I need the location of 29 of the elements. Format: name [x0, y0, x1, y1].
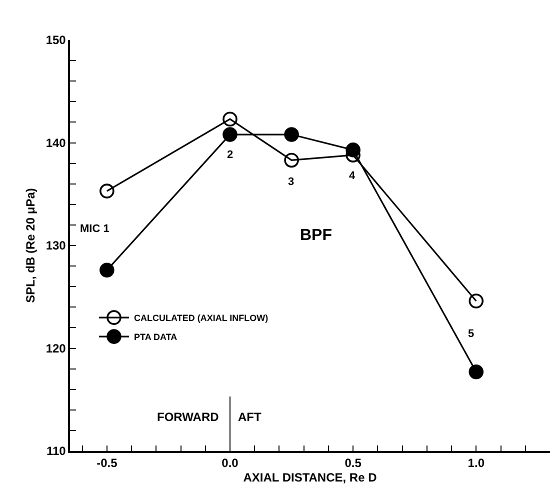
y-tick-label: 110: [46, 444, 66, 458]
legend-label: CALCULATED (AXIAL INFLOW): [134, 313, 268, 324]
point: [284, 152, 299, 168]
x-tick-label: 0.0: [222, 456, 239, 470]
annotation: FORWARD: [157, 410, 220, 424]
y-tick-label: 150: [46, 33, 66, 48]
annotation: MIC 1: [80, 223, 110, 235]
y-tick-label: 130: [46, 238, 66, 253]
y-tick-label: 140: [46, 136, 66, 150]
point: [100, 184, 114, 198]
x-tick-label: 1.0: [468, 456, 485, 470]
x-tick-label: -0.5: [96, 456, 118, 470]
point: [100, 262, 114, 278]
annotation: 3: [288, 176, 294, 188]
legend-label: PTA DATA: [134, 332, 178, 342]
y-tick-label: 120: [46, 341, 66, 356]
annotation: AFT: [238, 410, 262, 424]
annotation: 2: [227, 149, 234, 161]
point: [468, 364, 484, 380]
annotation: 5: [468, 328, 474, 340]
x-axis-title: AXIAL DISTANCE, Re D: [243, 470, 378, 485]
point: [222, 127, 238, 142]
point: [468, 294, 484, 308]
point: [284, 127, 299, 142]
annotation: BPF: [300, 227, 332, 244]
x-tick-label: 0.5: [344, 456, 362, 470]
y-axis-title: SPL, dB (Re 20 μPa): [24, 188, 38, 303]
annotation: 4: [349, 170, 356, 182]
point: [222, 112, 238, 127]
